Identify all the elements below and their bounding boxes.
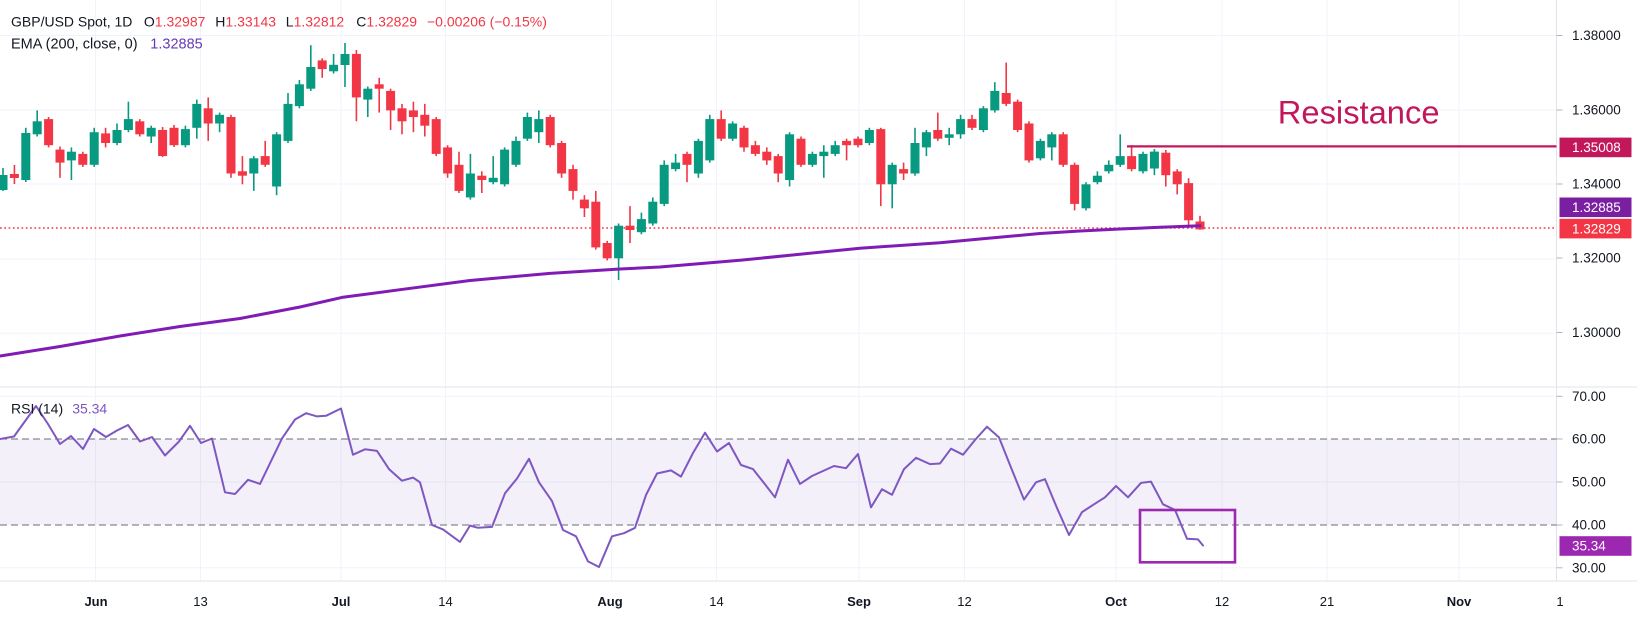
svg-text:21: 21 — [1320, 594, 1334, 609]
svg-text:Resistance: Resistance — [1278, 94, 1440, 131]
svg-text:1.30000: 1.30000 — [1572, 325, 1621, 340]
svg-text:1.32829: 1.32829 — [1572, 221, 1621, 236]
svg-text:L1.32812: L1.32812 — [286, 13, 345, 29]
svg-text:40.00: 40.00 — [1572, 518, 1606, 533]
svg-text:14: 14 — [709, 594, 723, 609]
svg-text:12: 12 — [1215, 594, 1229, 609]
svg-text:50.00: 50.00 — [1572, 475, 1606, 490]
svg-text:1.35008: 1.35008 — [1572, 140, 1621, 155]
svg-text:30.00: 30.00 — [1572, 561, 1606, 576]
svg-text:1.32885: 1.32885 — [1572, 200, 1621, 215]
svg-text:35.34: 35.34 — [72, 401, 107, 417]
svg-text:−0.00206 (−0.15%): −0.00206 (−0.15%) — [427, 13, 547, 29]
svg-text:70.00: 70.00 — [1572, 389, 1606, 404]
svg-text:Nov: Nov — [1447, 594, 1472, 609]
svg-text:GBP/USD Spot, 1D: GBP/USD Spot, 1D — [11, 13, 132, 29]
svg-text:1.38000: 1.38000 — [1572, 28, 1621, 43]
svg-text:Sep: Sep — [847, 594, 871, 609]
svg-text:14: 14 — [438, 594, 452, 609]
svg-text:1.32000: 1.32000 — [1572, 251, 1621, 266]
svg-text:RSI (14): RSI (14) — [11, 401, 63, 417]
svg-text:60.00: 60.00 — [1572, 432, 1606, 447]
svg-text:1.36000: 1.36000 — [1572, 103, 1621, 118]
svg-text:1.34000: 1.34000 — [1572, 177, 1621, 192]
svg-text:EMA (200, close, 0): EMA (200, close, 0) — [11, 37, 138, 53]
svg-text:Jun: Jun — [84, 594, 107, 609]
svg-text:H1.33143: H1.33143 — [215, 13, 276, 29]
svg-text:13: 13 — [193, 594, 207, 609]
svg-text:Jul: Jul — [332, 594, 351, 609]
svg-text:Aug: Aug — [597, 594, 622, 609]
svg-text:1: 1 — [1556, 594, 1563, 609]
svg-text:O1.32987: O1.32987 — [144, 13, 206, 29]
svg-text:Oct: Oct — [1105, 594, 1127, 609]
svg-text:12: 12 — [957, 594, 971, 609]
svg-text:35.34: 35.34 — [1572, 539, 1606, 554]
svg-text:C1.32829: C1.32829 — [356, 13, 417, 29]
svg-text:1.32885: 1.32885 — [150, 37, 202, 53]
